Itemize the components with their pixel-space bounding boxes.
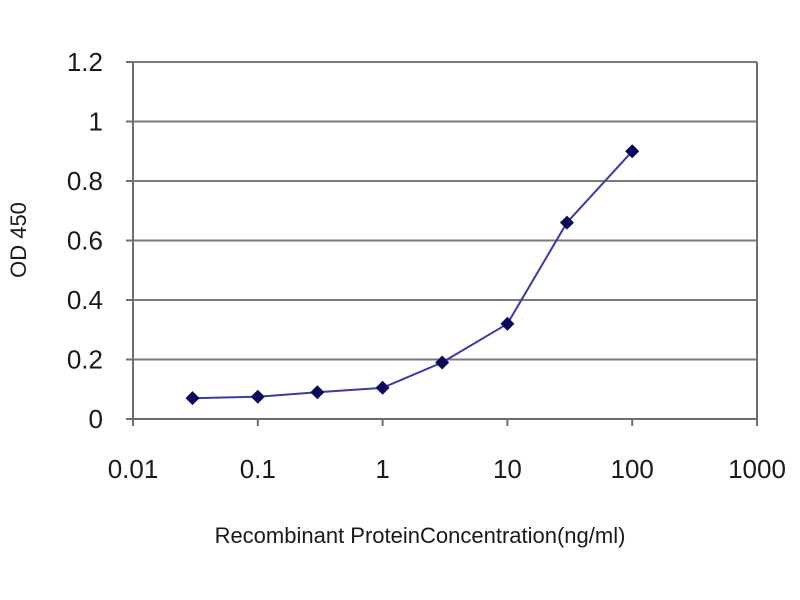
data-point-marker — [500, 316, 515, 331]
x-tick-label: 1 — [375, 454, 389, 484]
data-point-marker — [375, 380, 390, 395]
y-tick-label: 1 — [89, 107, 103, 137]
y-tick-label: 0 — [89, 404, 103, 434]
series-line — [192, 150, 633, 400]
data-point-marker — [250, 389, 265, 404]
x-axis-title: Recombinant ProteinConcentration(ng/ml) — [215, 523, 626, 548]
data-point-marker — [559, 215, 574, 230]
x-axis-ticks: 0.01 0.1 1 10 100 1000 — [108, 419, 786, 484]
grid-lines — [133, 61, 757, 361]
data-series — [185, 144, 640, 406]
x-tick-label: 1000 — [728, 454, 786, 484]
x-tick-label: 0.1 — [240, 454, 276, 484]
data-point-marker — [310, 385, 325, 400]
y-tick-label: 0.8 — [67, 166, 103, 196]
y-tick-label: 0.4 — [67, 285, 103, 315]
data-point-marker — [435, 355, 450, 370]
y-tick-label: 0.6 — [67, 226, 103, 256]
x-tick-label: 100 — [611, 454, 654, 484]
y-axis-ticks: 0 0.2 0.4 0.6 0.8 1 1.2 — [67, 47, 133, 434]
data-point-marker — [185, 391, 200, 406]
data-point-marker — [625, 144, 640, 159]
y-tick-label: 0.2 — [67, 345, 103, 375]
x-tick-label: 10 — [493, 454, 522, 484]
y-axis-title: OD 450 — [6, 202, 31, 278]
y-tick-label: 1.2 — [67, 47, 103, 77]
x-tick-label: 0.01 — [108, 454, 159, 484]
